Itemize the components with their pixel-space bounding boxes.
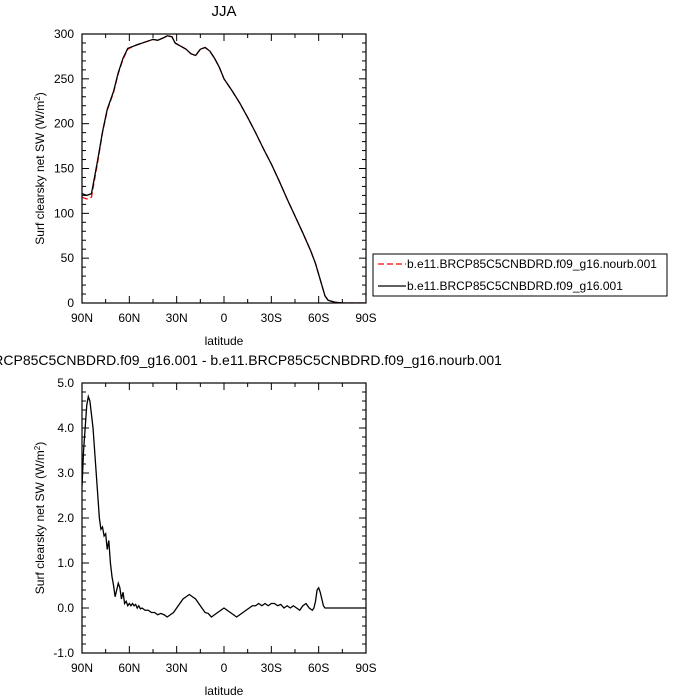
y-tick-label: 0 [67, 296, 74, 310]
y-axis-label-main: Surf clearsky net SW (W/m [33, 101, 47, 245]
y-axis-label-superscript: 2 [33, 445, 42, 450]
y-tick-label: 100 [54, 206, 74, 220]
y-axis-label-superscript: 2 [33, 96, 42, 101]
series-line-1 [82, 35, 366, 303]
y-tick-label: 2.0 [57, 511, 74, 525]
x-tick-label: 60N [118, 311, 140, 325]
x-tick-label: 0 [221, 311, 228, 325]
x-tick-label: 60S [308, 661, 329, 675]
plot-area: 90N 60N 30N 0 30S 60S 90S -1.0 0.0 1.0 2.0 3.0 4.0 5.… [53, 376, 376, 675]
x-tick-label: 30S [261, 311, 282, 325]
plot-frame [81, 33, 367, 304]
y-axis-label-main: Surf clearsky net SW (W/m [33, 450, 47, 594]
y-tick-label: 3.0 [57, 466, 74, 480]
y-tick-label: 5.0 [57, 376, 74, 390]
y-tick-label: 300 [54, 27, 74, 41]
plot-frame [81, 382, 367, 654]
legend-label-nourb: b.e11.BRCP85C5CNBDRD.f09_g16.nourb.001 [407, 257, 657, 271]
difference-chart-title: b.e11.BRCP85C5CNBDRD.f09_g16.001 - b.e11… [0, 352, 502, 368]
top-chart: JJA 90N 60N 30N 0 30S 60S 90S 0 50 100 150 200 250 30… [33, 3, 377, 348]
y-axis-label-end: ) [33, 92, 47, 96]
series-line-0 [82, 35, 366, 303]
y-tick-label: 50 [61, 251, 75, 265]
x-tick-label: 60N [118, 661, 140, 675]
legend: b.e11.BRCP85C5CNBDRD.f09_g16.nourb.001 b… [372, 253, 668, 297]
y-axis-label: Surf clearsky net SW (W/m2) [33, 442, 48, 594]
chart-title: JJA [211, 3, 236, 20]
series-line-0 [82, 393, 366, 618]
x-tick-label: 60S [308, 311, 329, 325]
legend-label-urb: b.e11.BRCP85C5CNBDRD.f09_g16.001 [407, 279, 623, 293]
x-tick-label: 30N [166, 661, 188, 675]
bottom-chart: b.e11.BRCP85C5CNBDRD.f09_g16.001 - b.e11… [0, 352, 502, 698]
x-tick-label: 90S [355, 311, 376, 325]
y-tick-label: 4.0 [57, 421, 74, 435]
y-tick-label: 0.0 [57, 601, 74, 615]
y-axis-label: Surf clearsky net SW (W/m2) [33, 92, 48, 244]
x-tick-label: 90S [355, 661, 376, 675]
x-tick-label: 30S [261, 661, 282, 675]
y-tick-label: 250 [54, 72, 74, 86]
y-axis-label-end: ) [33, 442, 47, 446]
legend-frame [372, 253, 668, 297]
y-tick-label: -1.0 [53, 646, 74, 660]
x-tick-label: 90N [71, 661, 93, 675]
x-tick-label: 90N [71, 311, 93, 325]
x-tick-label: 30N [166, 311, 188, 325]
y-tick-label: 150 [54, 162, 74, 176]
x-tick-label: 0 [221, 661, 228, 675]
plot-area: 90N 60N 30N 0 30S 60S 90S 0 50 100 150 200 250 300 [54, 27, 377, 325]
x-axis-label: latitude [205, 684, 244, 698]
y-tick-label: 200 [54, 117, 74, 131]
x-axis-label: latitude [205, 334, 244, 348]
y-tick-label: 1.0 [57, 556, 74, 570]
